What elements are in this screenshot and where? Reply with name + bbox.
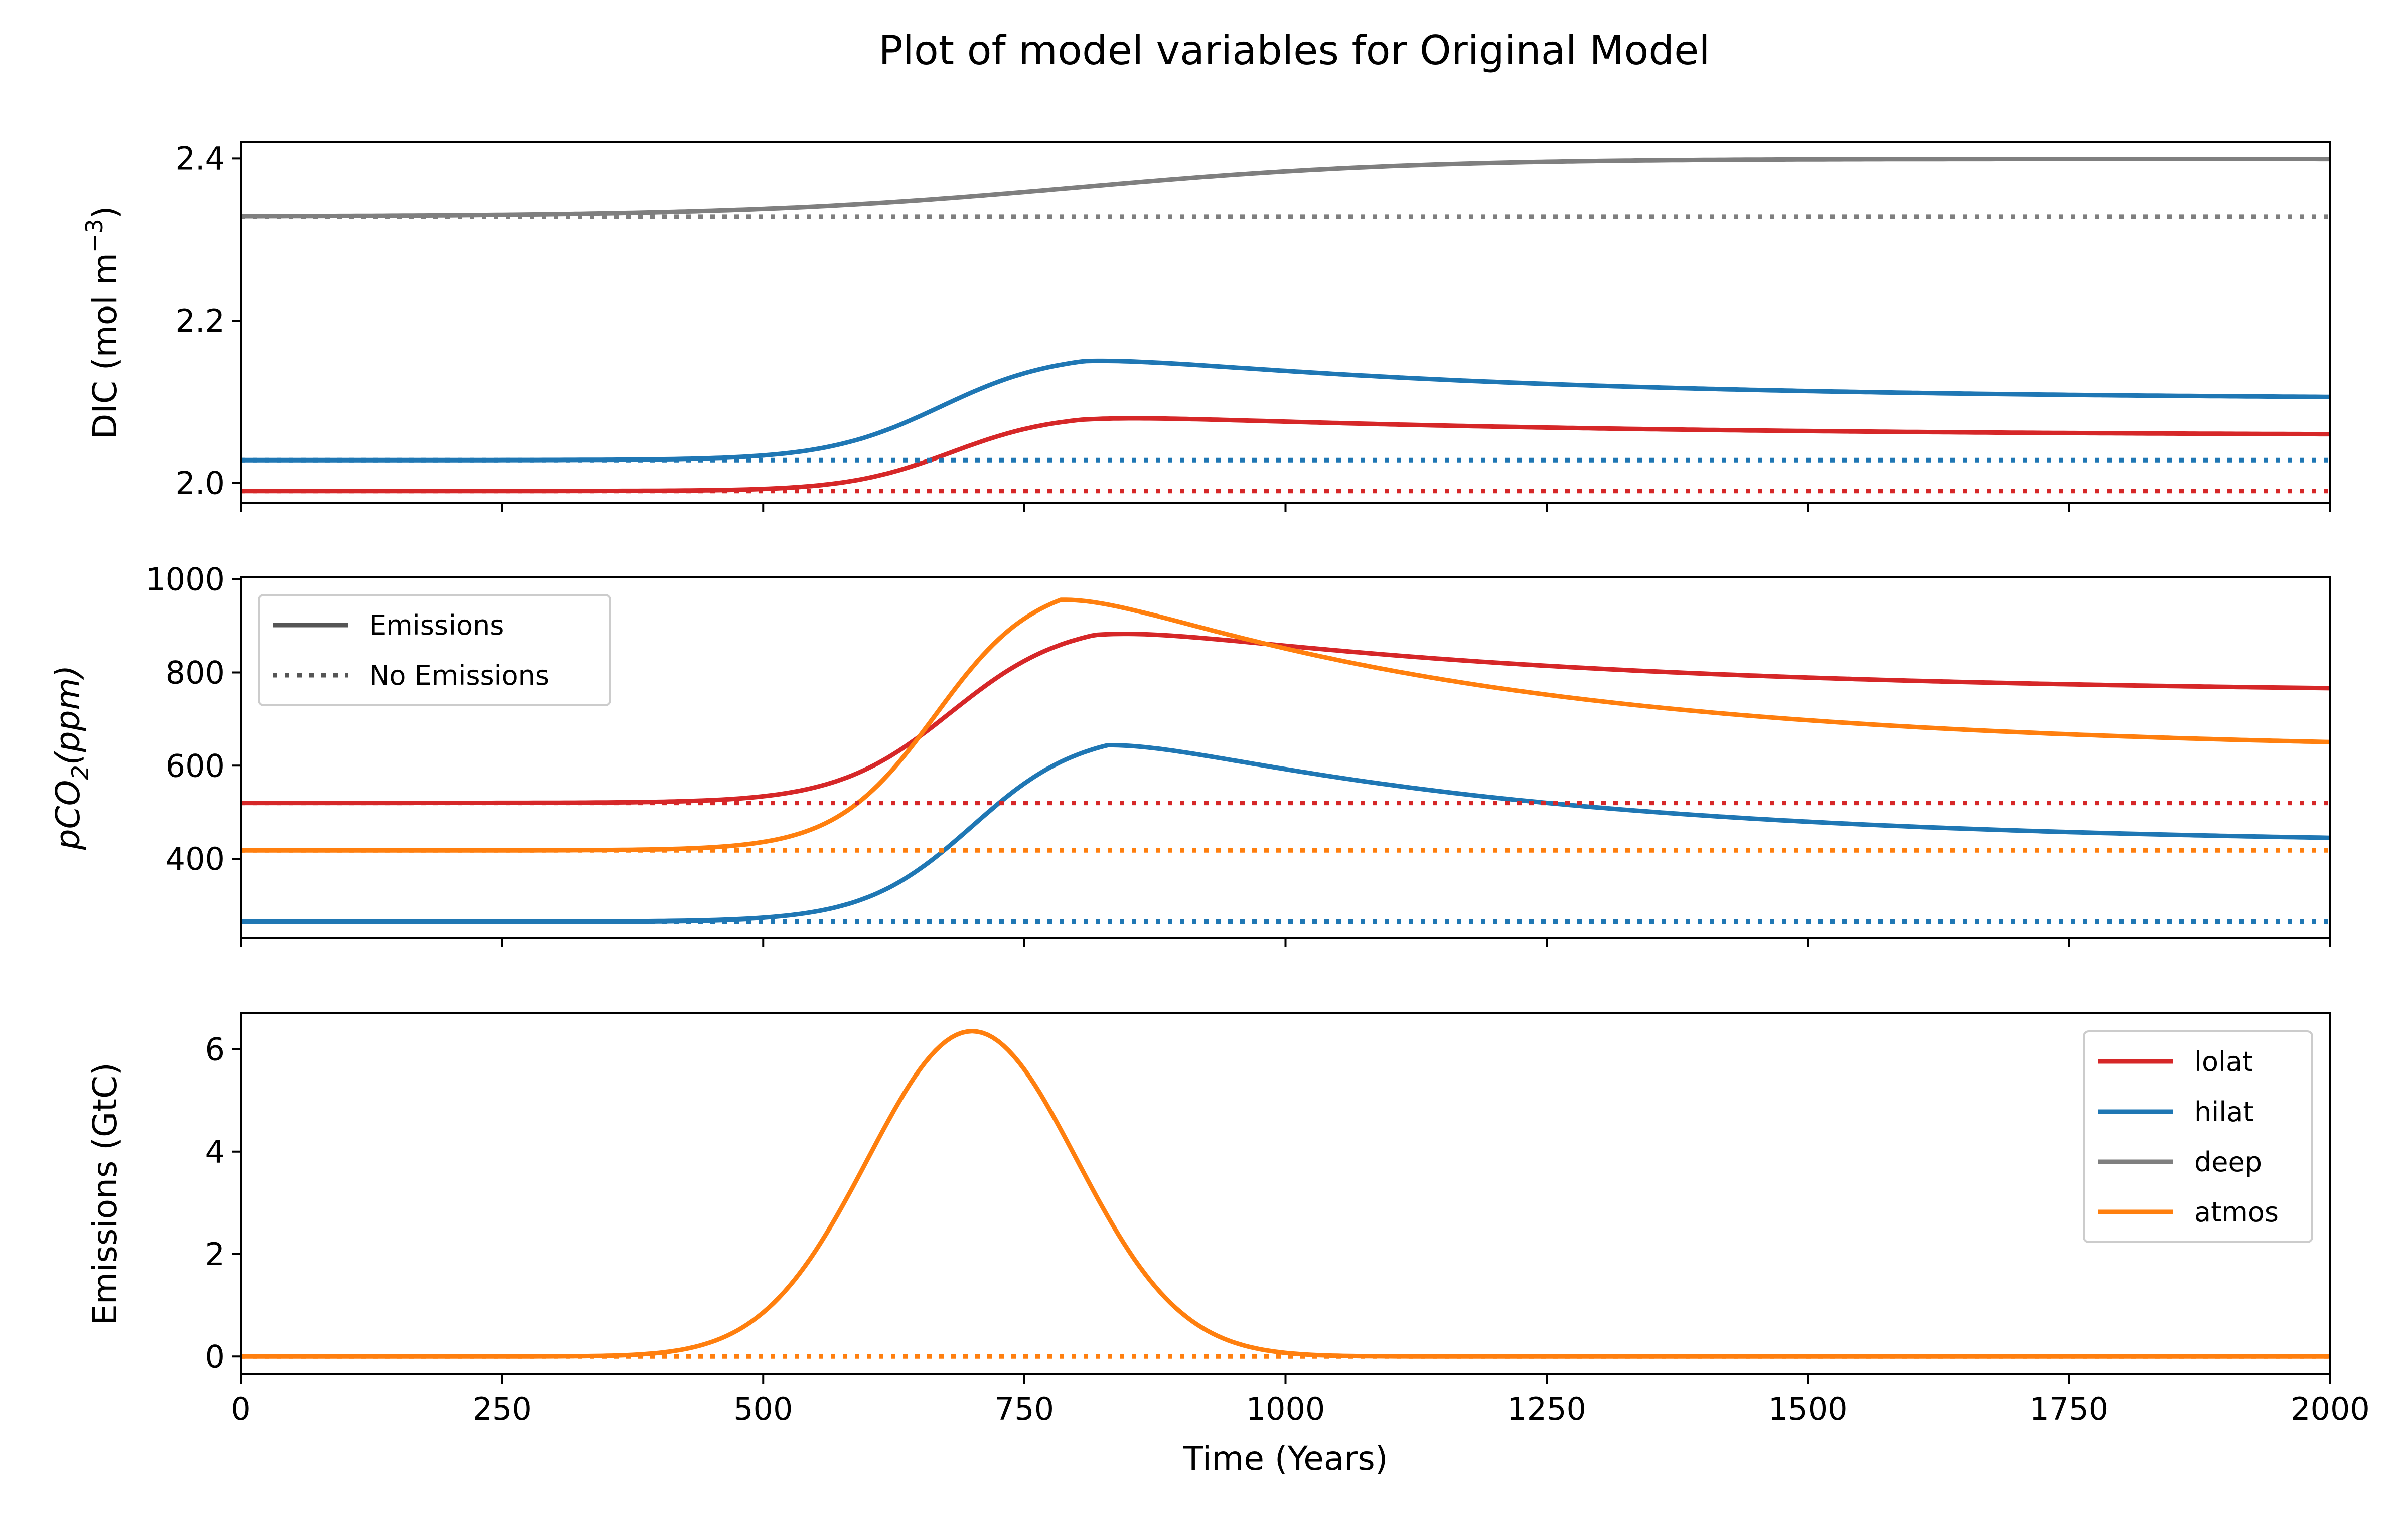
emissions-legend: lolat hilat deep atmos — [2083, 1030, 2313, 1243]
emissions-y-axis-label: Emissions (GtC) — [86, 1062, 124, 1325]
pco2-ytick-label: 400 — [166, 841, 225, 877]
dic-ytick-label: 2.4 — [175, 140, 225, 177]
pco2-legend-box — [258, 594, 611, 706]
emissions-xtick-label: 750 — [995, 1391, 1054, 1427]
emissions-xtick-label: 2000 — [2291, 1391, 2370, 1427]
pco2-series-atmos-solid — [241, 597, 2330, 853]
pco2-series-lolat-solid — [241, 632, 2330, 806]
emissions-ytick-label: 6 — [205, 1031, 225, 1067]
pco2-legend: Emissions No Emissions — [258, 594, 611, 706]
pco2-y-axis-label: pCO2(ppm) — [49, 665, 94, 851]
pco2-legend-label: No Emissions — [369, 660, 549, 691]
dic-ytick-label: 2.0 — [175, 465, 225, 502]
dic-y-axis-label: DIC (mol m−3) — [81, 206, 124, 439]
dic-series-deep-solid — [241, 157, 2330, 219]
emissions-ytick-label: 0 — [205, 1338, 225, 1375]
emissions-legend-label: hilat — [2194, 1096, 2254, 1128]
panel-pco2: 400 600 800 1000 pCO2(ppm) Emissions No Emissi… — [49, 561, 2331, 947]
panel-emissions: 0 2 4 6 0 250 500 750 1000 1250 1500 1750 2000 Time (… — [86, 1012, 2370, 1478]
emissions-xtick-label: 1000 — [1246, 1391, 1325, 1427]
emissions-xtick-label: 0 — [231, 1391, 250, 1427]
pco2-ytick-label: 800 — [166, 654, 225, 691]
chart-title: Plot of model variables for Original Mod… — [878, 27, 1710, 74]
emissions-xtick-label: 500 — [733, 1391, 793, 1427]
panel-dic: 2.0 2.2 2.4 DIC (mol m−3) — [81, 140, 2331, 512]
emissions-legend-label: lolat — [2194, 1046, 2253, 1078]
emissions-axes-frame — [240, 1012, 2331, 1375]
emissions-xtick-label: 1750 — [2029, 1391, 2109, 1427]
pco2-legend-label: Emissions — [369, 609, 504, 641]
dic-series-hilat-solid — [241, 358, 2330, 463]
emissions-legend-box — [2083, 1030, 2313, 1243]
dic-axes-frame — [240, 141, 2331, 504]
emissions-ytick-label: 4 — [205, 1134, 225, 1170]
emissions-xtick-label: 1250 — [1507, 1391, 1586, 1427]
pco2-ytick-label: 1000 — [145, 561, 225, 598]
emissions-ytick-label: 2 — [205, 1236, 225, 1273]
dic-ytick-label: 2.2 — [175, 302, 225, 339]
emissions-legend-label: atmos — [2194, 1196, 2279, 1228]
dic-series-group — [241, 157, 2330, 494]
pco2-ytick-label: 600 — [166, 747, 225, 784]
emissions-legend-label: deep — [2194, 1146, 2262, 1178]
x-axis-label: Time (Years) — [1182, 1439, 1388, 1478]
emissions-series-atmos-solid — [241, 1029, 2330, 1359]
dic-series-lolat-solid — [241, 416, 2330, 494]
emissions-series-group — [241, 1029, 2330, 1359]
emissions-xtick-label: 1500 — [1768, 1391, 1848, 1427]
pco2-series-group — [241, 597, 2330, 924]
emissions-xtick-label: 250 — [472, 1391, 531, 1427]
pco2-series-hilat-solid — [241, 743, 2330, 924]
